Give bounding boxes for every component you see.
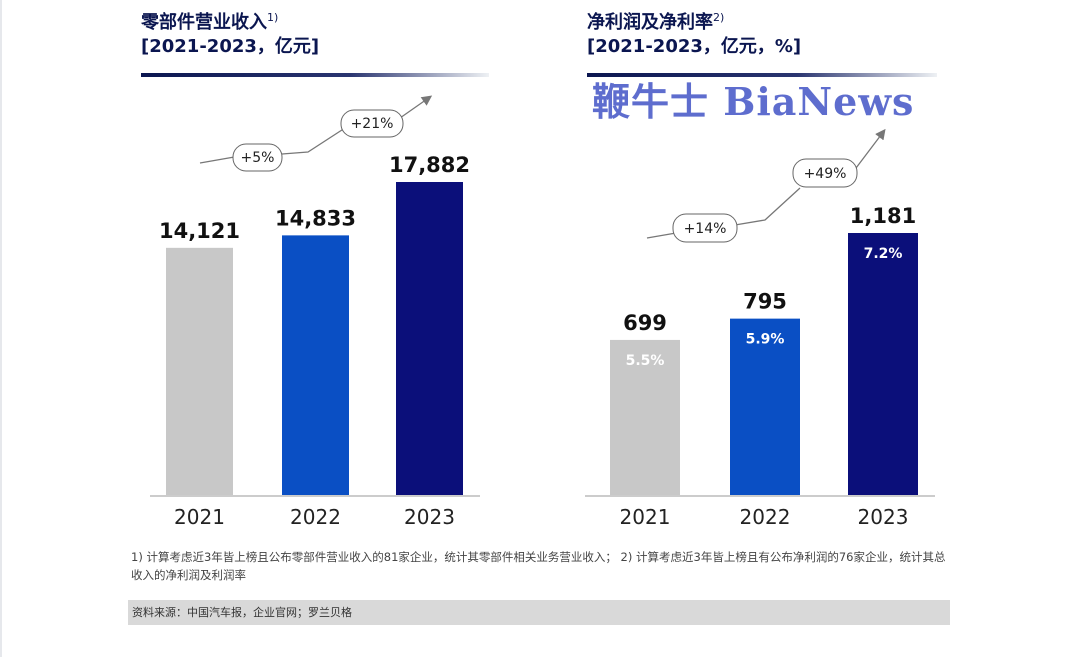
chart2-value-label: 699 xyxy=(623,311,667,335)
chart1-growth-bubble-2 xyxy=(340,109,404,138)
chart1-growth-label-1: +5% xyxy=(241,150,275,166)
footnote: 1) 计算考虑近3年皆上榜且公布零部件营业收入的81家企业，统计其零部件相关业务… xyxy=(131,550,946,582)
chart2-margin-label: 5.9% xyxy=(746,332,785,348)
chart1-growth-bubble-1 xyxy=(232,143,283,172)
chart1-value-label: 17,882 xyxy=(389,153,470,177)
chart2-x-tick: 2023 xyxy=(858,505,909,529)
chart2-margin-label: 5.5% xyxy=(626,353,665,369)
chart1-bar-2023 xyxy=(396,182,463,495)
chart1-bar-2021 xyxy=(166,247,233,495)
chart2-bar-2022 xyxy=(730,318,800,495)
chart1-underline xyxy=(141,73,489,77)
chart1-x-tick: 2023 xyxy=(404,505,455,529)
chart1-value-label: 14,833 xyxy=(275,206,356,230)
source-bar: 资料来源：中国汽车报，企业官网；罗兰贝格 xyxy=(128,600,950,625)
chart2-growth-label-1: +14% xyxy=(684,221,727,237)
chart2-subtitle: [2021-2023，亿元，%] xyxy=(587,36,802,57)
chart2-growth-bubble-2 xyxy=(792,158,858,188)
chart1-value-label: 14,121 xyxy=(159,219,240,243)
chart2-margin-label: 7.2% xyxy=(864,246,903,262)
chart2-title: 净利润及净利率2) xyxy=(587,11,725,33)
chart2-bar-2023 xyxy=(848,233,918,495)
chart2-value-label: 1,181 xyxy=(850,204,916,228)
chart2-growth-bubble-1 xyxy=(672,213,738,243)
chart2-value-label: 795 xyxy=(743,290,787,314)
chart1-subtitle: [2021-2023，亿元] xyxy=(141,36,320,57)
chart2-x-tick: 2021 xyxy=(620,505,671,529)
watermark-logo: 鞭牛士 BiaNews xyxy=(592,79,915,124)
chart2-underline xyxy=(587,73,937,77)
chart1-x-tick: 2022 xyxy=(290,505,341,529)
chart1-bar-2022 xyxy=(282,235,349,495)
chart1-growth-label-2: +21% xyxy=(351,116,394,132)
chart2-growth-label-2: +49% xyxy=(804,166,847,182)
chart2-growth-arrow xyxy=(646,131,884,239)
chart2-bar-2021 xyxy=(610,339,680,495)
chart1-x-tick: 2021 xyxy=(174,505,225,529)
left-edge xyxy=(0,0,2,657)
chart1-title: 零部件营业收入1) xyxy=(141,11,279,33)
chart2-x-tick: 2022 xyxy=(740,505,791,529)
